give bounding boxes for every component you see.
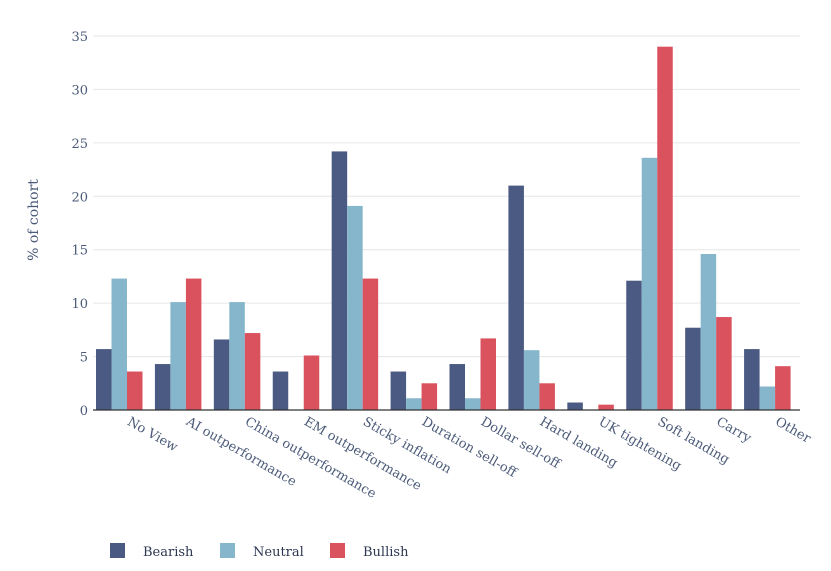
y-tick-labels: 0 5 10 15 20 25 30 35	[71, 30, 88, 419]
legend-item-bullish[interactable]: Bullish	[330, 543, 409, 560]
legend-swatch	[220, 543, 235, 558]
gridlines	[93, 35, 800, 358]
bar-bearish	[154, 364, 171, 410]
bar-neutral	[229, 302, 245, 410]
bar-bearish	[685, 327, 701, 410]
bar-bearish	[744, 349, 760, 410]
bar-bearish	[272, 371, 289, 410]
bar-neutral	[700, 253, 717, 410]
bar-neutral	[523, 350, 540, 410]
legend-item-neutral[interactable]: Neutral	[220, 543, 304, 560]
x-tick-label: AI outperformance	[183, 414, 300, 490]
bar-bullish	[303, 355, 320, 410]
x-tick-label: Other	[773, 414, 814, 446]
bar-bearish	[449, 364, 465, 410]
bar-bullish	[539, 383, 555, 410]
bar-bullish	[480, 338, 496, 410]
bar-bearish	[96, 349, 112, 410]
legend-item-bearish[interactable]: Bearish	[110, 543, 194, 560]
y-tick-label: 15	[71, 244, 88, 259]
bar-bullish	[127, 371, 143, 410]
y-tick-label: 20	[71, 190, 88, 205]
bar-neutral	[111, 278, 127, 410]
legend-label: Bullish	[363, 545, 409, 560]
legend-swatch	[330, 543, 345, 558]
bar-neutral	[465, 398, 481, 410]
bar-bearish	[213, 339, 230, 410]
legend[interactable]: Bearish Neutral Bullish	[110, 543, 409, 560]
bar-bullish	[716, 317, 732, 410]
bar-bearish	[331, 151, 348, 411]
bar-bearish	[390, 371, 407, 410]
legend-label: Bearish	[143, 545, 194, 560]
legend-label: Neutral	[253, 545, 304, 560]
x-tick-label: No View	[124, 414, 180, 455]
y-tick-label: 5	[80, 351, 88, 366]
x-tick-label: Duration sell-off	[419, 414, 520, 481]
bar-bullish	[244, 333, 261, 410]
bar-bearish	[626, 280, 642, 410]
bar-bullish	[362, 278, 379, 410]
bar-bearish	[567, 402, 583, 410]
bar-neutral	[406, 398, 422, 410]
bar-bullish	[421, 383, 438, 410]
y-tick-label: 35	[71, 30, 88, 45]
bar-bullish	[185, 278, 202, 410]
y-tick-label: 30	[71, 83, 88, 98]
bars	[96, 46, 791, 411]
bar-neutral	[641, 157, 658, 410]
bar-neutral	[347, 205, 363, 410]
bar-bullish	[657, 46, 673, 410]
bar-bearish	[508, 185, 524, 410]
x-tick-label: Carry	[714, 414, 755, 446]
y-tick-label: 10	[71, 297, 88, 312]
legend-swatch	[110, 543, 125, 558]
bar-bullish	[598, 404, 614, 410]
bar-neutral	[170, 302, 186, 410]
bar-bullish	[775, 366, 791, 410]
y-tick-label: 0	[80, 404, 88, 419]
y-axis-title: % of cohort	[26, 179, 42, 261]
y-tick-label: 25	[71, 137, 88, 152]
bar-neutral	[759, 386, 776, 410]
